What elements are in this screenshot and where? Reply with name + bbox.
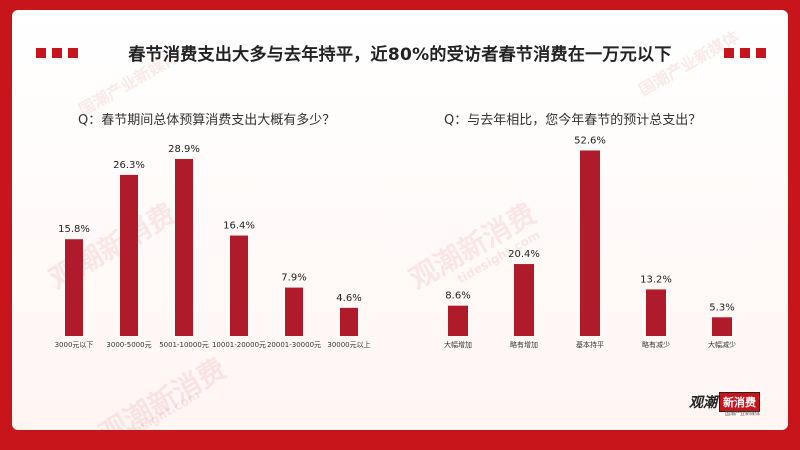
logo-subtitle: 国潮产业新媒体 xyxy=(724,411,760,417)
category-label: 略有增加 xyxy=(510,340,538,349)
category-label: 3000-5000元 xyxy=(106,341,151,349)
data-label: 13.2% xyxy=(640,274,672,285)
data-label: 4.6% xyxy=(336,293,361,304)
slide-title: 春节消费支出大多与去年持平，近80%的受访者春节消费在一万元以下 xyxy=(128,45,672,65)
bar xyxy=(580,150,600,336)
question-right: Q：与去年相比，您今年春节的预计总支出？ xyxy=(444,113,702,128)
data-label: 28.9% xyxy=(168,144,200,155)
data-label: 52.6% xyxy=(574,135,606,146)
decorative-squares-right xyxy=(724,48,766,58)
logo-text-b: 新消费 xyxy=(719,392,760,412)
question-left: Q：春节期间总体预算消费支出大概有多少？ xyxy=(78,113,336,128)
category-label: 5001-10000元 xyxy=(159,341,209,349)
bar xyxy=(65,239,83,336)
category-label: 略有减少 xyxy=(642,340,670,349)
category-label: 大幅减少 xyxy=(708,340,736,349)
data-label: 7.9% xyxy=(281,273,306,284)
category-label: 大幅增加 xyxy=(444,340,472,349)
bar xyxy=(514,264,534,336)
bar xyxy=(340,307,358,336)
bar xyxy=(230,235,248,336)
category-label: 20001-30000元 xyxy=(267,341,321,349)
category-label: 3000元以下 xyxy=(55,341,94,349)
category-label: 基本持平 xyxy=(576,340,604,349)
data-label: 8.6% xyxy=(445,291,470,302)
data-label: 26.3% xyxy=(113,160,145,171)
bar xyxy=(646,289,666,336)
data-label: 15.8% xyxy=(58,224,90,235)
data-label: 5.3% xyxy=(709,302,734,313)
brand-logo: 观潮 新消费 国潮产业新媒体 xyxy=(689,392,760,417)
logo-text-a: 观潮 xyxy=(689,395,717,411)
bar xyxy=(712,317,732,336)
category-label: 10001-20000元 xyxy=(212,341,266,349)
bar xyxy=(448,305,468,336)
decorative-squares-left xyxy=(36,48,78,58)
bar xyxy=(120,174,138,336)
slide-frame: 观潮新消费 观潮新消费 观潮新消费 国潮产业新媒体 国潮产业新媒体 tidesi… xyxy=(12,10,788,430)
bar xyxy=(175,158,193,336)
bar xyxy=(285,287,303,336)
data-label: 20.4% xyxy=(508,249,540,260)
category-label: 30000元以上 xyxy=(327,340,370,349)
data-label: 16.4% xyxy=(223,221,255,232)
